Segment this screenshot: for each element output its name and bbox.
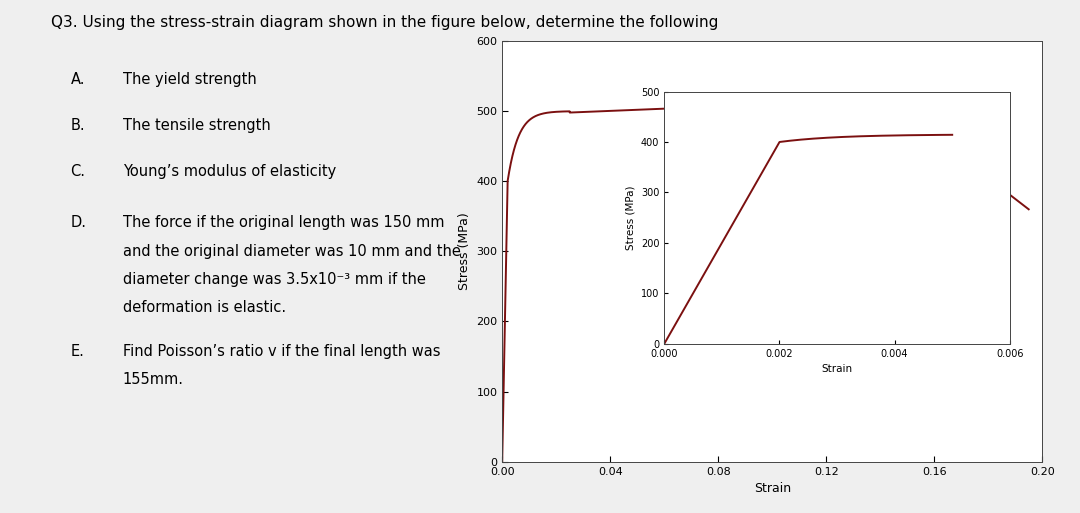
Text: diameter change was 3.5x10⁻³ mm if the: diameter change was 3.5x10⁻³ mm if the	[123, 272, 426, 287]
Text: B.: B.	[70, 118, 85, 133]
Text: A.: A.	[70, 72, 85, 87]
Text: The tensile strength: The tensile strength	[123, 118, 270, 133]
Text: and the original diameter was 10 mm and the: and the original diameter was 10 mm and …	[123, 244, 460, 259]
Text: E.: E.	[70, 344, 84, 359]
Text: 155mm.: 155mm.	[123, 372, 184, 387]
Text: C.: C.	[70, 164, 85, 179]
Text: Young’s modulus of elasticity: Young’s modulus of elasticity	[123, 164, 336, 179]
Text: The force if the original length was 150 mm: The force if the original length was 150…	[123, 215, 444, 230]
Text: The yield strength: The yield strength	[123, 72, 256, 87]
Text: D.: D.	[70, 215, 86, 230]
Text: Q3. Using the stress-strain diagram shown in the figure below, determine the fol: Q3. Using the stress-strain diagram show…	[52, 15, 719, 30]
Y-axis label: Stress (MPa): Stress (MPa)	[458, 212, 471, 290]
X-axis label: Strain: Strain	[754, 482, 791, 495]
Text: deformation is elastic.: deformation is elastic.	[123, 300, 286, 315]
Text: Find Poisson’s ratio v if the final length was: Find Poisson’s ratio v if the final leng…	[123, 344, 441, 359]
